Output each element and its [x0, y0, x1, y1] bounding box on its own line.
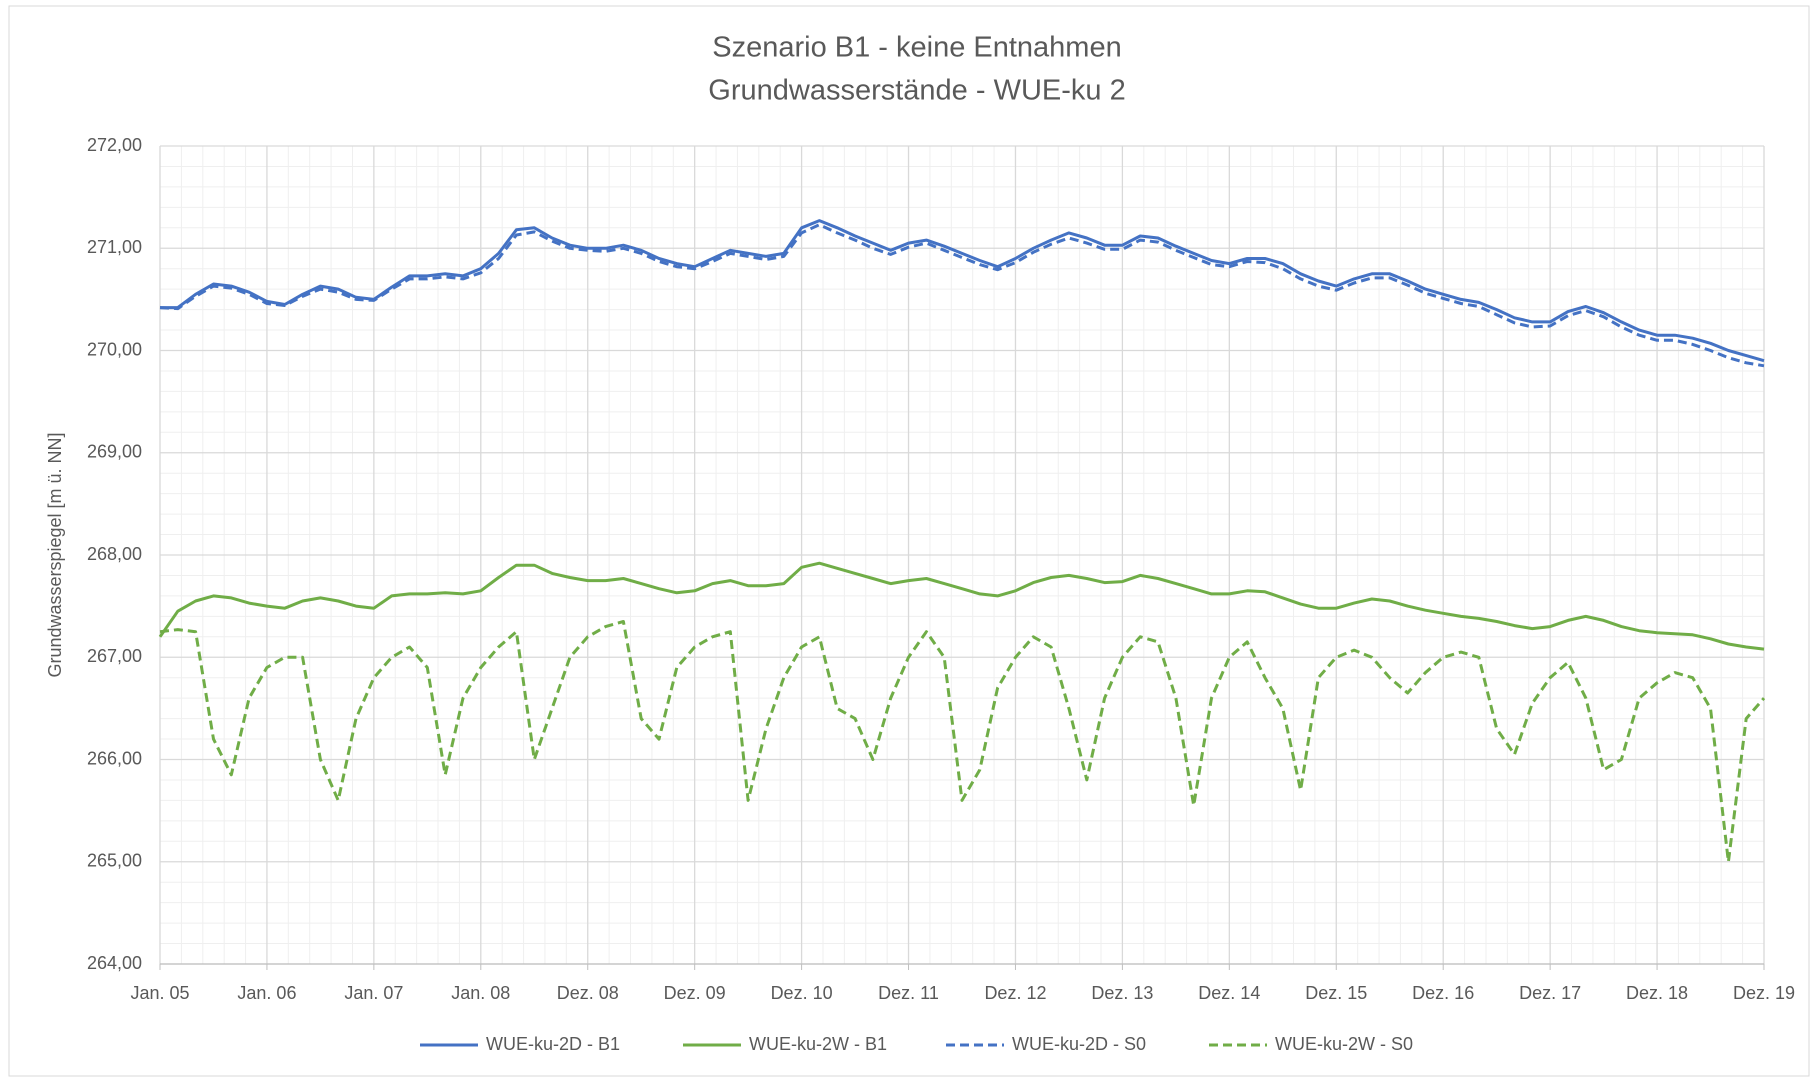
y-tick-label: 266,00: [87, 748, 142, 768]
x-tick-label: Dez. 10: [771, 983, 833, 1003]
y-tick-label: 271,00: [87, 237, 142, 257]
y-tick-label: 269,00: [87, 442, 142, 462]
x-tick-label: Dez. 13: [1091, 983, 1153, 1003]
y-tick-label: 268,00: [87, 544, 142, 564]
x-tick-label: Dez. 15: [1305, 983, 1367, 1003]
y-tick-label: 272,00: [87, 135, 142, 155]
y-axis-label: Grundwasserspiegel [m ü. NN]: [45, 432, 65, 677]
line-series: [159, 620, 1766, 864]
x-tick-label: Dez. 17: [1519, 983, 1581, 1003]
x-tick-label: Dez. 09: [664, 983, 726, 1003]
legend-label: WUE-ku-2D - B1: [486, 1034, 620, 1054]
x-tick-label: Dez. 19: [1733, 983, 1795, 1003]
chart-title: Szenario B1 - keine Entnahmen: [712, 32, 1121, 64]
chart-subtitle: Grundwasserstände - WUE-ku 2: [708, 75, 1125, 107]
x-tick-label: Jan. 05: [130, 983, 189, 1003]
x-tick-label: Dez. 16: [1412, 983, 1474, 1003]
y-tick-label: 265,00: [87, 851, 142, 871]
line-series: [158, 561, 1765, 651]
line-series: [159, 223, 1765, 368]
x-tick-label: Jan. 07: [344, 983, 403, 1003]
x-tick-label: Dez. 14: [1198, 983, 1260, 1003]
x-tick-label: Dez. 12: [984, 983, 1046, 1003]
x-tick-label: Dez. 18: [1626, 983, 1688, 1003]
x-tick-label: Jan. 08: [451, 983, 510, 1003]
line-series: [160, 219, 1765, 363]
x-tick-label: Dez. 08: [557, 983, 619, 1003]
y-tick-label: 270,00: [87, 339, 142, 359]
y-tick-label: 267,00: [87, 646, 142, 666]
legend-label: WUE-ku-2W - B1: [749, 1034, 887, 1054]
x-tick-label: Dez. 11: [878, 983, 939, 1003]
y-tick-label: 264,00: [87, 953, 142, 973]
legend-label: WUE-ku-2W - S0: [1275, 1034, 1413, 1054]
legend-label: WUE-ku-2D - S0: [1012, 1034, 1146, 1054]
x-tick-label: Jan. 06: [237, 983, 296, 1003]
